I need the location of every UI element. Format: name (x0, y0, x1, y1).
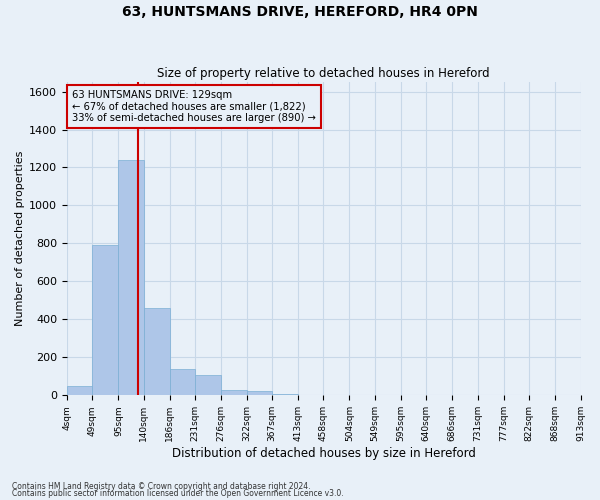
Bar (92, 246, 118, 396)
Bar (195, 376, 221, 396)
Text: 63, HUNTSMANS DRIVE, HEREFORD, HR4 0PN: 63, HUNTSMANS DRIVE, HEREFORD, HR4 0PN (122, 5, 478, 19)
Bar (67, 386, 92, 396)
Title: Size of property relative to detached houses in Hereford: Size of property relative to detached ho… (157, 66, 490, 80)
Y-axis label: Number of detached properties: Number of detached properties (15, 151, 25, 326)
Text: Contains HM Land Registry data © Crown copyright and database right 2024.: Contains HM Land Registry data © Crown c… (12, 482, 311, 491)
Bar (170, 369, 195, 396)
X-axis label: Distribution of detached houses by size in Hereford: Distribution of detached houses by size … (172, 447, 476, 460)
Text: 63 HUNTSMANS DRIVE: 129sqm
← 67% of detached houses are smaller (1,822)
33% of s: 63 HUNTSMANS DRIVE: 129sqm ← 67% of deta… (72, 90, 316, 123)
Text: Contains public sector information licensed under the Open Government Licence v3: Contains public sector information licen… (12, 489, 344, 498)
Bar (272, 394, 298, 396)
Bar (221, 390, 247, 396)
Bar (118, 160, 144, 396)
Bar (247, 390, 272, 396)
Bar (144, 308, 170, 396)
